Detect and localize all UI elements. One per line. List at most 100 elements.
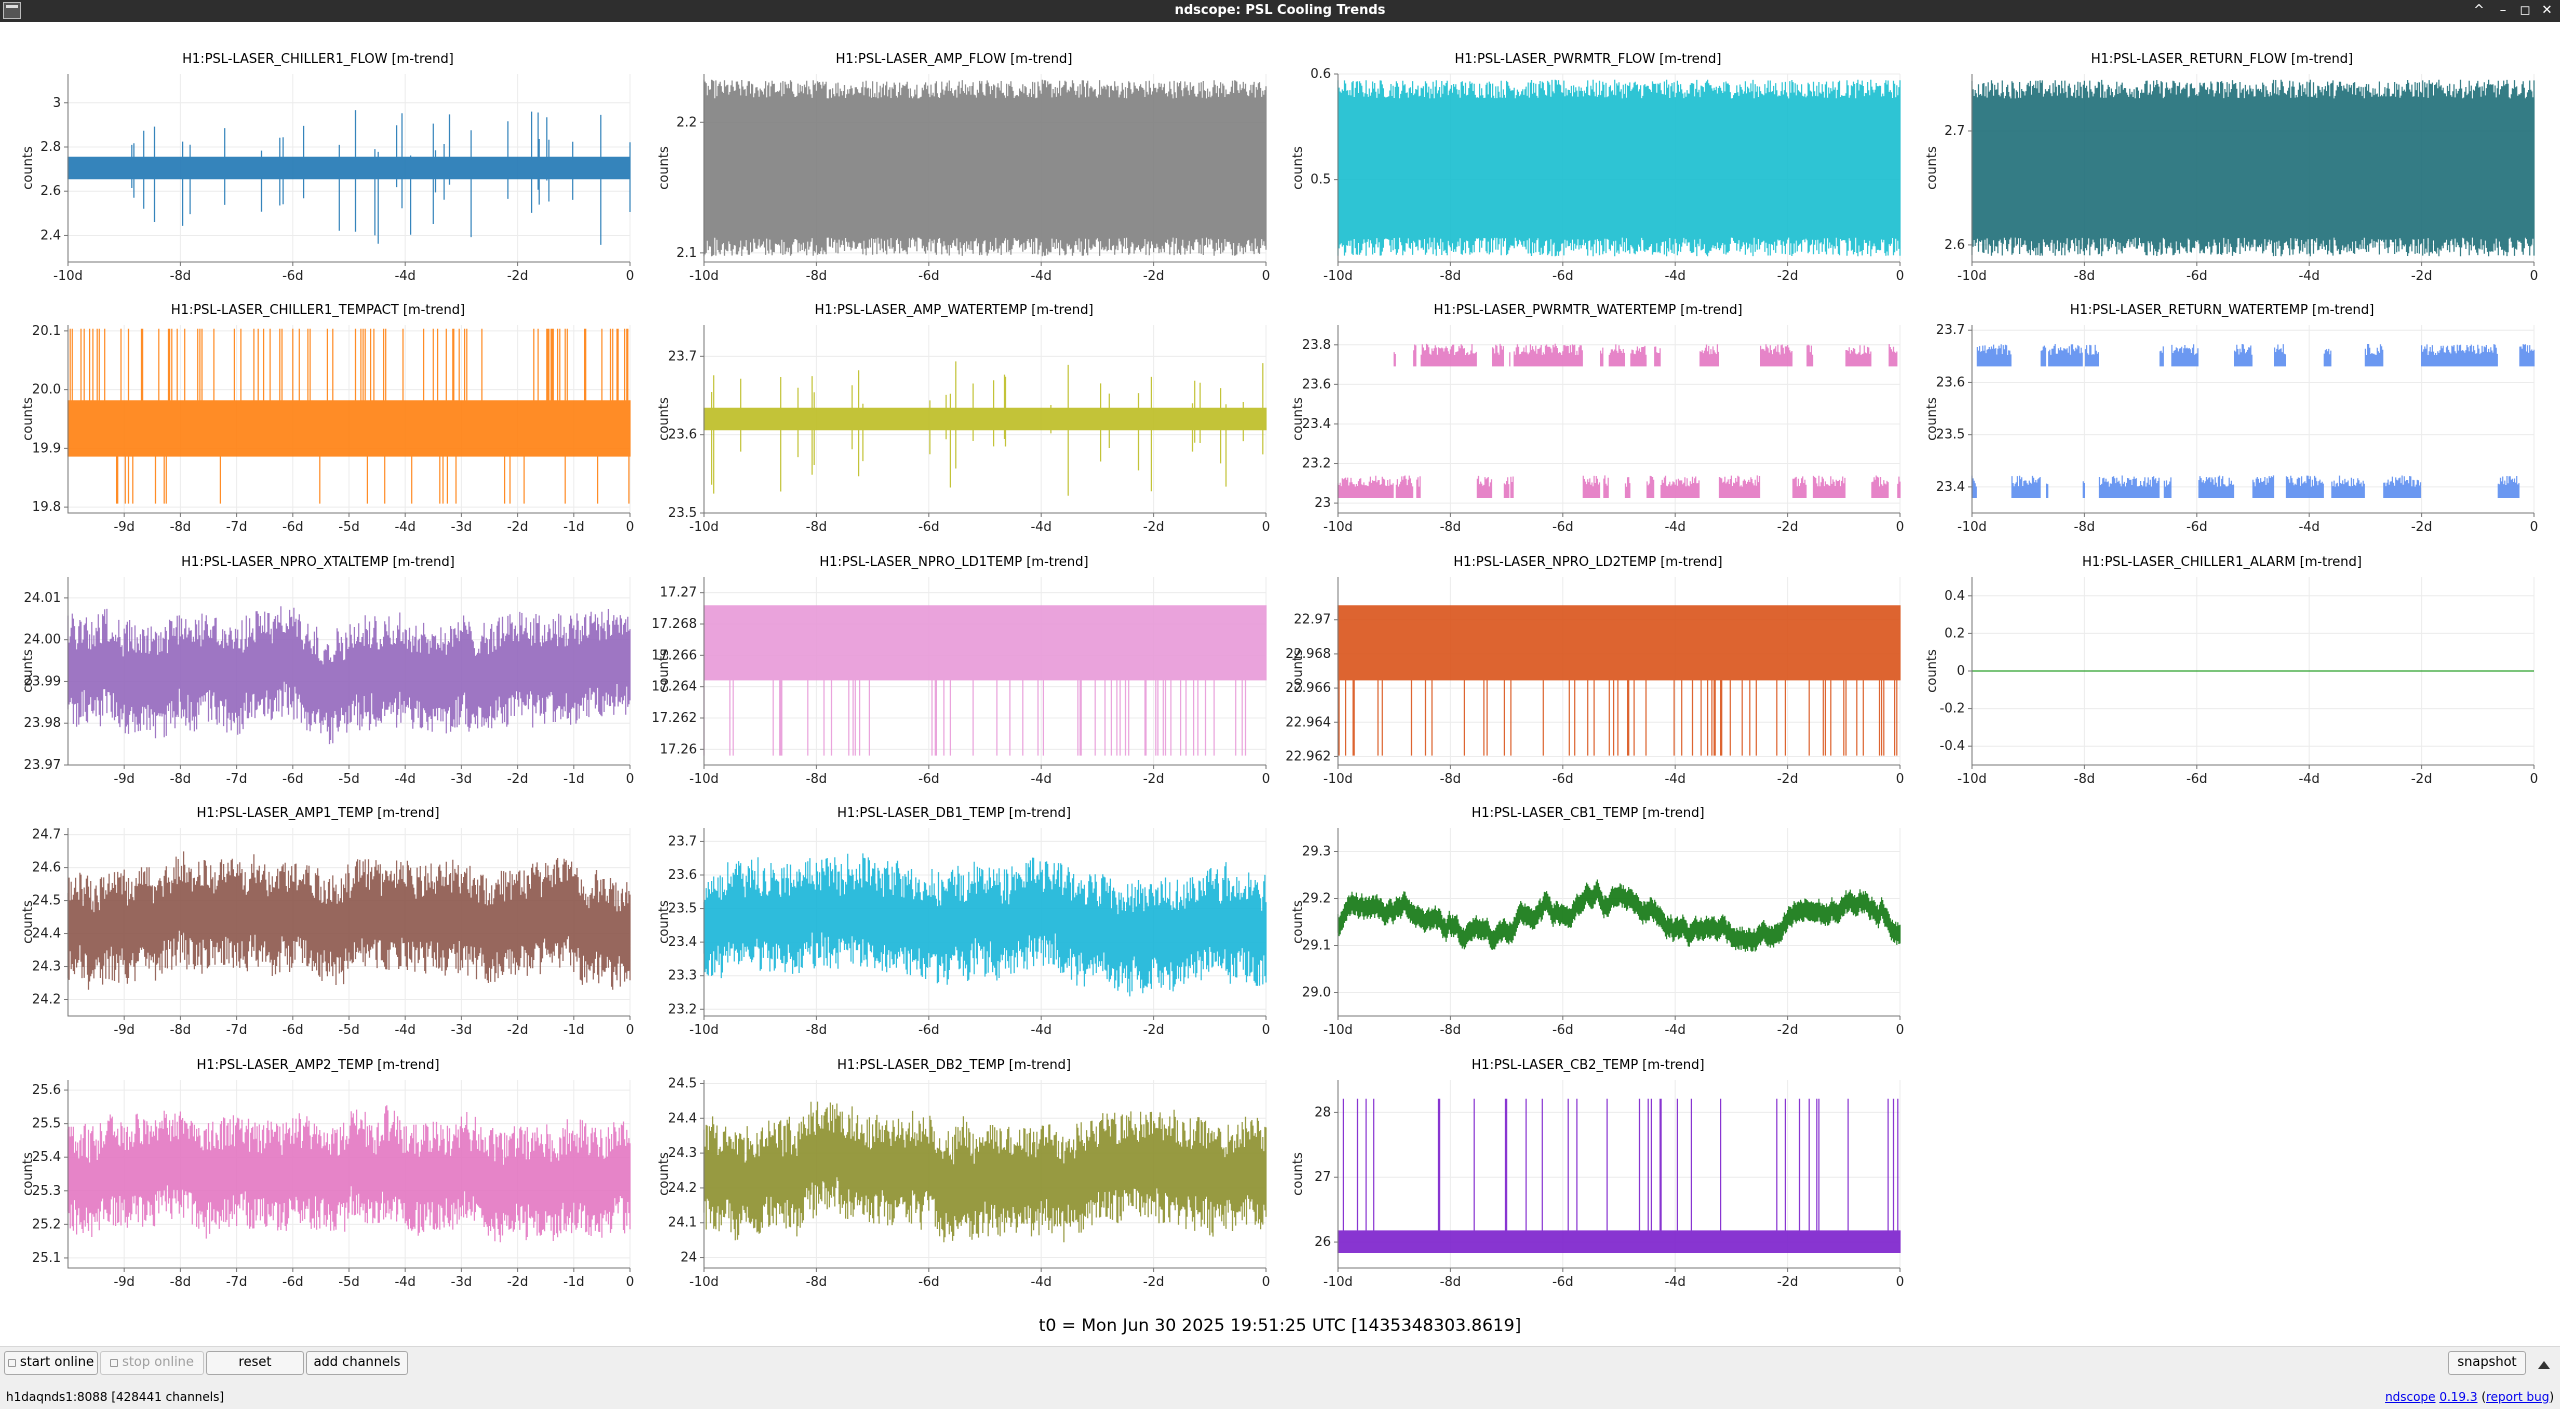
x-tick-label: -2d: [507, 1023, 528, 1038]
x-tick-label: -6d: [282, 772, 303, 787]
window-close-icon[interactable]: ✕: [2541, 3, 2553, 18]
plot-panel[interactable]: H1:PSL-LASER_CHILLER1_ALARM [m-trend] -0.…: [1904, 555, 2540, 805]
x-tick-label: -2d: [1777, 772, 1798, 787]
y-tick-label: 23.98: [24, 716, 61, 731]
y-tick-label: 2.6: [40, 184, 61, 199]
plot-canvas[interactable]: 2.1 2.2 -10d -8d -6d -4d -2d 0 counts: [636, 52, 1272, 302]
window-up-icon[interactable]: ^: [2473, 3, 2485, 18]
x-tick-label: -4d: [395, 269, 416, 284]
y-tick-label: 17.268: [652, 617, 698, 632]
plot-canvas[interactable]: 26 27 28 -10d -8d -6d -4d -2d 0 counts: [1270, 1058, 1906, 1308]
plot-canvas[interactable]: 23.2 23.3 23.4 23.5 23.6 23.7 -10d -8d -6d -4d -2d…: [636, 806, 1272, 1056]
y-tick-label: 23.6: [1936, 375, 1965, 390]
x-tick-label: -8d: [2074, 520, 2095, 535]
plot-canvas[interactable]: 24.2 24.3 24.4 24.5 24.6 24.7 -9d -8d -7d -6d -5d -…: [0, 806, 636, 1056]
window-minimize-icon[interactable]: –: [2499, 3, 2507, 18]
status-bar: h1daqnds1:8088 [428441 channels] ndscope…: [0, 1386, 2560, 1409]
plot-panel[interactable]: H1:PSL-LASER_DB2_TEMP [m-trend] 24 24.1 24.…: [636, 1058, 1272, 1308]
y-tick-label: 20.0: [32, 383, 61, 398]
x-tick-label: -2d: [507, 269, 528, 284]
plot-panel[interactable]: H1:PSL-LASER_RETURN_WATERTEMP [m-trend] 2…: [1904, 303, 2540, 553]
plot-canvas[interactable]: 17.26 17.262 17.264 17.266 17.268 17.27 -10d -8…: [636, 555, 1272, 805]
plot-canvas[interactable]: 19.8 19.9 20.0 20.1 -9d -8d -7d -6d -5d -4d -3d -2d…: [0, 303, 636, 553]
plot-panel[interactable]: H1:PSL-LASER_RETURN_FLOW [m-trend] 2.6 2.7…: [1904, 52, 2540, 302]
x-tick-label: -2d: [1143, 269, 1164, 284]
y-axis-label: counts: [1291, 1152, 1306, 1196]
plot-panel[interactable]: H1:PSL-LASER_CHILLER1_FLOW [m-trend] 2.4 2…: [0, 52, 636, 302]
y-tick-label: 20.1: [32, 324, 61, 339]
x-tick-label: -2d: [1777, 269, 1798, 284]
plot-canvas[interactable]: 23 23.2 23.4 23.6 23.8 -10d -8d -6d -4d -2d 0 count…: [1270, 303, 1906, 553]
series-trace: [1337, 879, 1901, 952]
x-tick-label: -2d: [2411, 269, 2432, 284]
window-maximize-icon[interactable]: ◻: [2519, 3, 2531, 18]
series-trace: [703, 1101, 1267, 1243]
plot-panel[interactable]: H1:PSL-LASER_DB1_TEMP [m-trend] 23.2 23.3 2…: [636, 806, 1272, 1056]
collapse-arrow-icon[interactable]: [2538, 1361, 2550, 1369]
y-tick-label: 23.4: [1302, 417, 1331, 432]
plot-panel[interactable]: H1:PSL-LASER_AMP_WATERTEMP [m-trend] 23.5…: [636, 303, 1272, 553]
y-tick-label: 17.26: [660, 742, 697, 757]
x-tick-label: -6d: [282, 269, 303, 284]
series-trace: [1971, 79, 2535, 257]
x-tick-label: -10d: [689, 520, 719, 535]
plot-panel[interactable]: H1:PSL-LASER_PWRMTR_FLOW [m-trend] 0.5 0.6…: [1270, 52, 1906, 302]
plot-title: H1:PSL-LASER_CHILLER1_TEMPACT [m-trend]: [170, 303, 466, 318]
y-tick-label: 29.2: [1302, 892, 1331, 907]
plot-panel[interactable]: H1:PSL-LASER_CB2_TEMP [m-trend] 26 27 28 -10…: [1270, 1058, 1906, 1308]
y-tick-label: 23.7: [668, 349, 697, 364]
x-tick-label: -4d: [1665, 520, 1686, 535]
report-bug-link[interactable]: report bug: [2486, 1390, 2550, 1404]
x-tick-label: -2d: [1143, 772, 1164, 787]
plot-canvas[interactable]: 2.6 2.7 -10d -8d -6d -4d -2d 0 counts: [1904, 52, 2540, 302]
plot-canvas[interactable]: 29.0 29.1 29.2 29.3 -10d -8d -6d -4d -2d 0 counts: [1270, 806, 1906, 1056]
stop-online-button[interactable]: stop online: [100, 1351, 204, 1375]
x-tick-label: -10d: [53, 269, 83, 284]
plot-canvas[interactable]: 25.1 25.2 25.3 25.4 25.5 25.6 -9d -8d -7d -6d -5d -…: [0, 1058, 636, 1308]
version-link[interactable]: 0.19.3: [2439, 1390, 2478, 1404]
plot-canvas[interactable]: 23.4 23.5 23.6 23.7 -10d -8d -6d -4d -2d 0 counts: [1904, 303, 2540, 553]
add-channels-button[interactable]: add channels: [306, 1351, 408, 1375]
y-tick-label: 22.97: [1294, 613, 1331, 628]
plot-canvas[interactable]: -0.4 -0.2 0 0.2 0.4 -10d -8d -6d -4d -2d 0 counts: [1904, 555, 2540, 805]
snapshot-button[interactable]: snapshot: [2448, 1351, 2526, 1375]
plot-panel[interactable]: H1:PSL-LASER_AMP2_TEMP [m-trend] 25.1 25.2…: [0, 1058, 636, 1308]
plot-canvas[interactable]: 23.97 23.98 23.99 24.00 24.01 -9d -8d -7d -6d -5d…: [0, 555, 636, 805]
axis-frame: [67, 325, 630, 514]
y-tick-label: 24.2: [668, 1181, 697, 1196]
x-tick-label: -4d: [2299, 520, 2320, 535]
start-online-label: start online: [19, 1355, 95, 1370]
plot-panel[interactable]: H1:PSL-LASER_AMP1_TEMP [m-trend] 24.2 24.3…: [0, 806, 636, 1056]
plot-panel[interactable]: H1:PSL-LASER_NPRO_LD2TEMP [m-trend] 22.96…: [1270, 555, 1906, 805]
y-tick-label: 25.2: [32, 1217, 61, 1232]
plot-panel[interactable]: H1:PSL-LASER_NPRO_XTALTEMP [m-trend] 23.9…: [0, 555, 636, 805]
x-tick-label: -4d: [395, 1275, 416, 1290]
plot-panel[interactable]: H1:PSL-LASER_CB1_TEMP [m-trend] 29.0 29.1 2…: [1270, 806, 1906, 1056]
plot-panel[interactable]: H1:PSL-LASER_AMP_FLOW [m-trend] 2.1 2.2 -10…: [636, 52, 1272, 302]
plot-canvas[interactable]: 24 24.1 24.2 24.3 24.4 24.5 -10d -8d -6d -4d -2d 0 c…: [636, 1058, 1272, 1308]
y-tick-label: 23.6: [1302, 377, 1331, 392]
x-tick-label: -8d: [1440, 1275, 1461, 1290]
plot-panel[interactable]: H1:PSL-LASER_PWRMTR_WATERTEMP [m-trend] 2…: [1270, 303, 1906, 553]
plot-canvas[interactable]: 23.5 23.6 23.7 -10d -8d -6d -4d -2d 0 counts: [636, 303, 1272, 553]
plot-panel[interactable]: H1:PSL-LASER_CHILLER1_TEMPACT [m-trend] 1…: [0, 303, 636, 553]
x-tick-label: -6d: [2186, 772, 2207, 787]
x-tick-label: 0: [1896, 772, 1904, 787]
plot-canvas[interactable]: 0.5 0.6 -10d -8d -6d -4d -2d 0 counts: [1270, 52, 1906, 302]
app-icon[interactable]: [3, 2, 21, 19]
ndscope-link[interactable]: ndscope: [2385, 1390, 2436, 1404]
plot-canvas[interactable]: 2.4 2.6 2.8 3 -10d -8d -6d -4d -2d 0 counts: [0, 52, 636, 302]
reset-button[interactable]: reset: [206, 1351, 304, 1375]
x-tick-label: -10d: [1957, 772, 1987, 787]
y-tick-label: 23.3: [668, 969, 697, 984]
x-tick-label: -8d: [170, 772, 191, 787]
plot-canvas[interactable]: 22.962 22.964 22.966 22.968 22.97 -10d -8d -6d -…: [1270, 555, 1906, 805]
x-tick-label: -10d: [1323, 1023, 1353, 1038]
y-tick-label: 24.4: [32, 927, 61, 942]
x-tick-label: -8d: [1440, 1023, 1461, 1038]
x-tick-label: -6d: [918, 520, 939, 535]
x-tick-label: -10d: [689, 269, 719, 284]
start-online-button[interactable]: start online: [4, 1351, 98, 1375]
plot-panel[interactable]: H1:PSL-LASER_NPRO_LD1TEMP [m-trend] 17.26…: [636, 555, 1272, 805]
y-tick-label: 29.1: [1302, 939, 1331, 954]
